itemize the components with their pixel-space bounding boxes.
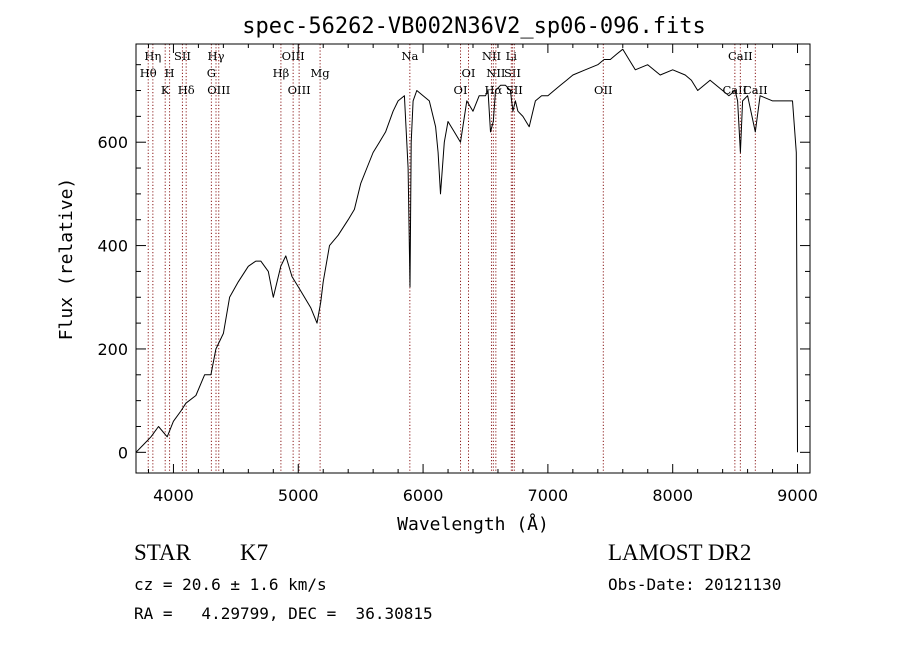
marker-label-14: OI bbox=[454, 83, 468, 97]
series-line-0 bbox=[135, 48, 798, 453]
x-tick-label-2: 6000 bbox=[403, 486, 444, 505]
marker-label-5: Hδ bbox=[178, 83, 195, 97]
chart-title: spec-56262-VB002N36V2_sp06-096.fits bbox=[242, 14, 706, 39]
flux-series bbox=[135, 48, 798, 453]
x-tick-label-5: 9000 bbox=[777, 486, 818, 505]
observation-date: Obs-Date: 20121130 bbox=[608, 575, 781, 594]
marker-label-1: Hη bbox=[144, 49, 161, 63]
x-tick-label-4: 8000 bbox=[652, 486, 693, 505]
y-tick-label-0: 0 bbox=[118, 443, 128, 462]
y-tick-label-2: 400 bbox=[97, 237, 128, 256]
marker-label-6: G bbox=[207, 66, 216, 80]
marker-label-15: OI bbox=[462, 66, 476, 80]
marker-label-12: Mg bbox=[311, 66, 331, 80]
marker-label-24: CaII bbox=[728, 49, 753, 63]
survey-name: LAMOST DR2 bbox=[608, 540, 751, 565]
marker-label-0: Hθ bbox=[140, 66, 157, 80]
coordinates: RA = 4.29799, DEC = 36.30815 bbox=[134, 604, 433, 623]
marker-label-2: K bbox=[161, 83, 170, 97]
marker-label-16: NII bbox=[482, 49, 501, 63]
y-tick-label-1: 200 bbox=[97, 340, 128, 359]
marker-label-10: OIII bbox=[282, 49, 305, 63]
marker-label-17: Hα bbox=[484, 83, 502, 97]
x-tick-label-3: 7000 bbox=[528, 486, 569, 505]
marker-label-20: SII bbox=[504, 66, 521, 80]
marker-label-3: H bbox=[165, 66, 175, 80]
marker-label-9: Hβ bbox=[273, 66, 290, 80]
marker-label-7: Hγ bbox=[208, 49, 225, 63]
marker-label-4: SII bbox=[174, 49, 191, 63]
object-class: STAR bbox=[134, 540, 192, 565]
marker-label-11: OIII bbox=[288, 83, 311, 97]
x-tick-label-1: 5000 bbox=[278, 486, 319, 505]
marker-label-8: OIII bbox=[207, 83, 230, 97]
marker-label-21: SII bbox=[506, 83, 523, 97]
marker-label-22: OII bbox=[594, 83, 613, 97]
marker-label-13: Na bbox=[401, 49, 418, 63]
marker-label-23: CaII bbox=[722, 83, 747, 97]
plot-frame bbox=[135, 43, 811, 474]
x-axis-label: Wavelength (Å) bbox=[397, 513, 549, 535]
marker-label-19: Li bbox=[506, 49, 518, 63]
spectral-subclass: K7 bbox=[240, 540, 268, 565]
axis-ticks: 4000 5000 6000 7000 8000 9000 0 200 400 600 bbox=[97, 44, 818, 505]
marker-label-18: NII bbox=[486, 66, 505, 80]
marker-label-25: CaII bbox=[743, 83, 768, 97]
x-tick-label-0: 4000 bbox=[153, 486, 194, 505]
redshift-info: cz = 20.6 ± 1.6 km/s bbox=[134, 575, 327, 594]
y-tick-label-3: 600 bbox=[97, 133, 128, 152]
line-markers: HθHηKHSIIHδGHγOIIIHβOIIIOIIIMgNaOIOINIIH… bbox=[140, 44, 768, 473]
y-axis-label: Flux (relative) bbox=[56, 178, 77, 341]
